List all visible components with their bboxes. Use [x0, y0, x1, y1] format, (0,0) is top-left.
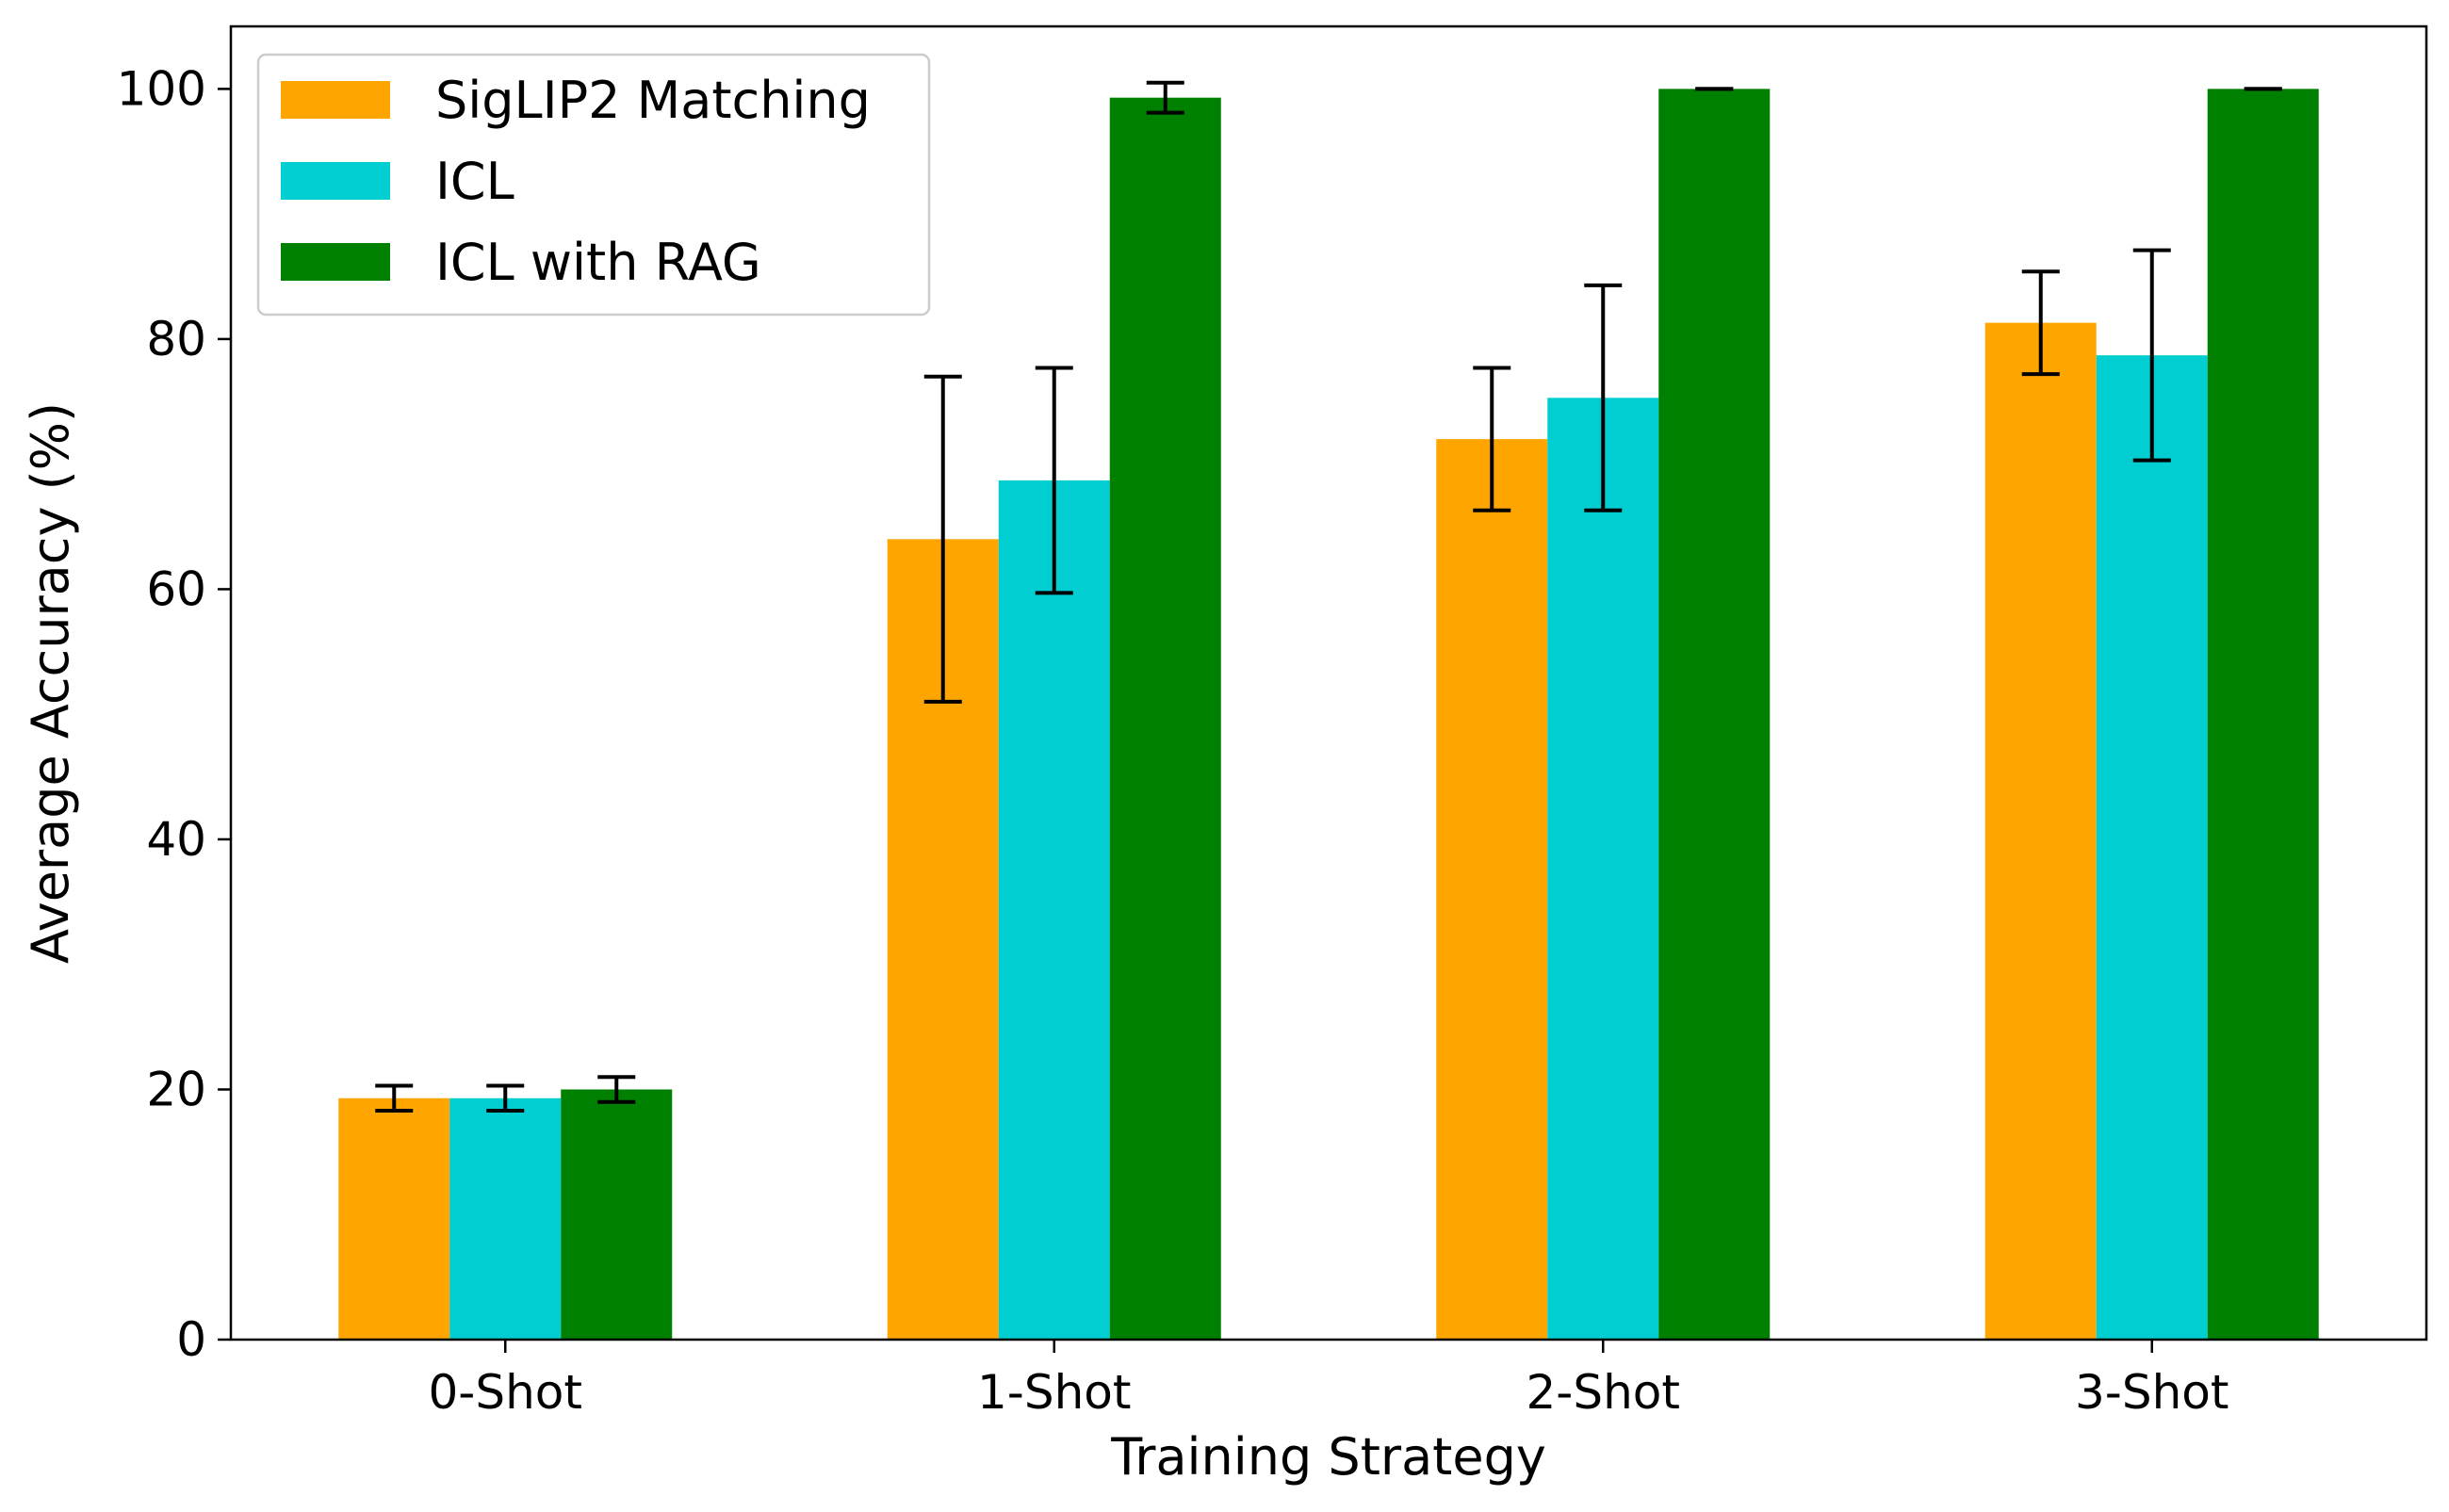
y-tick-label: 80	[146, 312, 206, 366]
legend-swatch	[281, 81, 390, 119]
y-tick-label: 40	[146, 812, 206, 867]
x-tick-label: 0-Shot	[429, 1365, 582, 1420]
legend-swatch	[281, 243, 390, 281]
y-axis: 0 20 40 60 80 100	[117, 61, 231, 1367]
error-bar	[923, 374, 962, 704]
bar	[449, 1097, 562, 1340]
bar	[561, 1089, 673, 1340]
error-bar	[1035, 366, 1073, 595]
error-bar	[1146, 80, 1184, 115]
error-bar	[1584, 283, 1623, 512]
legend-label: SigLIP2 Matching	[435, 71, 871, 130]
bar	[1436, 439, 1548, 1341]
bar	[2207, 89, 2319, 1340]
error-bar	[1473, 366, 1511, 512]
error-bar	[486, 1083, 525, 1114]
legend-item: ICL with RAG	[281, 233, 761, 292]
x-tick-label: 3-Shot	[2075, 1365, 2229, 1420]
bar	[998, 480, 1110, 1340]
y-tick-label: 60	[146, 561, 206, 616]
y-tick-label: 20	[146, 1062, 206, 1116]
bar	[2096, 355, 2208, 1340]
bar	[1984, 322, 2097, 1340]
legend-label: ICL	[435, 152, 514, 211]
error-bar	[2021, 269, 2060, 377]
y-tick-label: 0	[176, 1312, 206, 1367]
y-tick-label: 100	[117, 61, 206, 116]
bar	[1109, 97, 1221, 1340]
legend: SigLIP2 Matching ICL ICL with RAG	[256, 53, 931, 317]
bars-layer	[338, 89, 2319, 1341]
error-bar	[375, 1083, 414, 1114]
legend-swatch	[281, 162, 390, 200]
y-axis-title: Average Accuracy (%)	[21, 402, 80, 964]
x-axis-title: Training Strategy	[1110, 1427, 1546, 1487]
legend-label: ICL with RAG	[435, 233, 761, 292]
error-bar	[2132, 248, 2171, 463]
bar	[1547, 398, 1659, 1340]
x-tick-label: 1-Shot	[977, 1365, 1131, 1420]
bar	[1658, 89, 1771, 1340]
x-axis: 0-Shot 1-Shot 2-Shot 3-Shot	[429, 1340, 2229, 1420]
legend-item: SigLIP2 Matching	[281, 71, 871, 130]
errorbars-layer	[375, 80, 2282, 1114]
plot-frame	[229, 24, 2428, 1341]
bar	[338, 1097, 450, 1340]
legend-frame	[256, 53, 931, 317]
x-tick-label: 2-Shot	[1527, 1365, 1680, 1420]
legend-item: ICL	[281, 152, 514, 211]
error-bar	[597, 1075, 636, 1104]
